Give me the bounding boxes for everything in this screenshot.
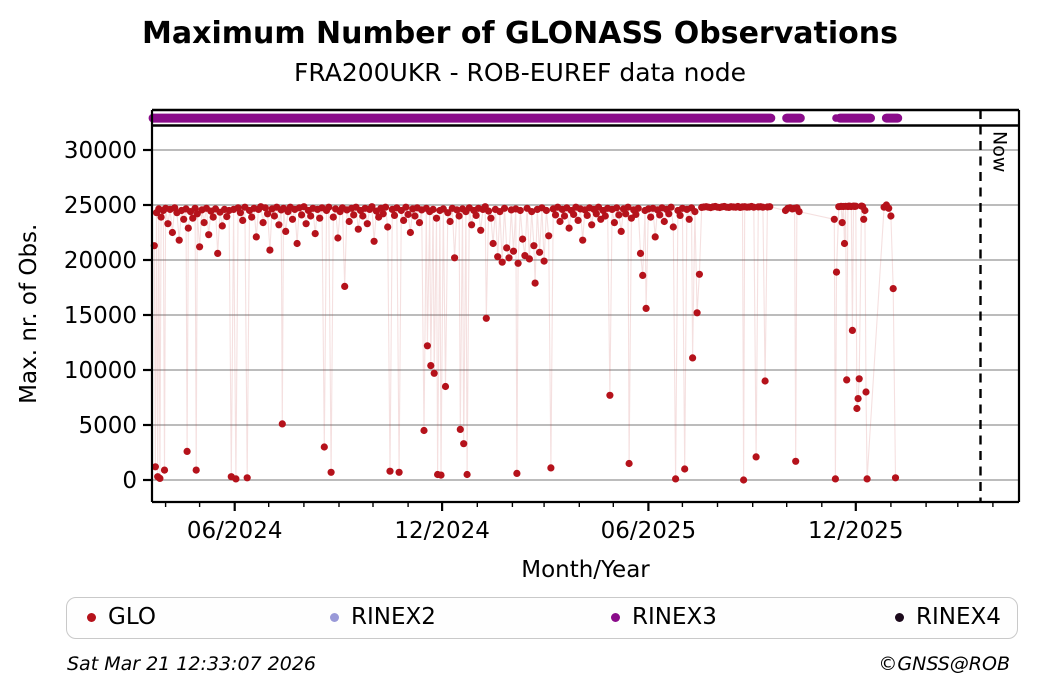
svg-text:12/2025: 12/2025 — [808, 518, 904, 544]
legend-item-rinex2: RINEX2 — [330, 598, 436, 637]
legend-label: GLO — [108, 604, 156, 630]
x-axis-ticks: 06/2024 12/2024 06/2025 12/2025 — [164, 502, 994, 544]
svg-text:30000: 30000 — [64, 138, 137, 164]
y-axis-ticks: 0 5000 10000 15000 20000 25000 30000 — [64, 138, 152, 494]
legend-label: RINEX4 — [916, 604, 1001, 630]
rinex4-marker-icon — [895, 613, 904, 622]
rinex3-band — [148, 113, 903, 123]
x-axis-label: Month/Year — [521, 557, 650, 583]
footer-timestamp: Sat Mar 21 12:33:07 2026 — [67, 653, 317, 675]
chart-plot: 0 5000 10000 15000 20000 25000 30000 06/2024 12/… — [16, 108, 1021, 583]
y-axis-label: Max. nr. of Obs. — [16, 224, 42, 404]
legend-item-glo: GLO — [87, 598, 156, 637]
rinex3-marker-icon — [611, 613, 620, 622]
svg-text:15000: 15000 — [64, 303, 137, 329]
chart-legend: GLO RINEX2 RINEX3 RINEX4 — [66, 597, 1018, 639]
svg-text:5000: 5000 — [78, 413, 137, 439]
svg-text:10000: 10000 — [64, 358, 137, 384]
legend-item-rinex4: RINEX4 — [895, 598, 1001, 637]
legend-item-rinex3: RINEX3 — [611, 598, 717, 637]
svg-text:12/2024: 12/2024 — [394, 518, 490, 544]
now-label: Now — [989, 131, 1011, 172]
y-gridlines — [152, 149, 1019, 481]
rinex2-marker-icon — [330, 613, 339, 622]
chart-subtitle: FRA200UKR - ROB-EUREF data node — [294, 58, 746, 87]
svg-text:20000: 20000 — [64, 248, 137, 274]
plot-frame — [150, 108, 1021, 504]
svg-text:06/2025: 06/2025 — [601, 518, 697, 544]
footer-copyright: ©GNSS@ROB — [878, 653, 1010, 675]
legend-label: RINEX3 — [632, 604, 717, 630]
chart-title: Maximum Number of GLONASS Observations — [142, 16, 898, 51]
legend-label: RINEX2 — [351, 604, 436, 630]
glo-series-points — [150, 201, 900, 484]
svg-text:25000: 25000 — [64, 193, 137, 219]
svg-text:0: 0 — [122, 468, 137, 494]
svg-text:06/2024: 06/2024 — [187, 518, 283, 544]
glo-marker-icon — [87, 613, 96, 622]
glo-connector-line — [153, 204, 897, 481]
